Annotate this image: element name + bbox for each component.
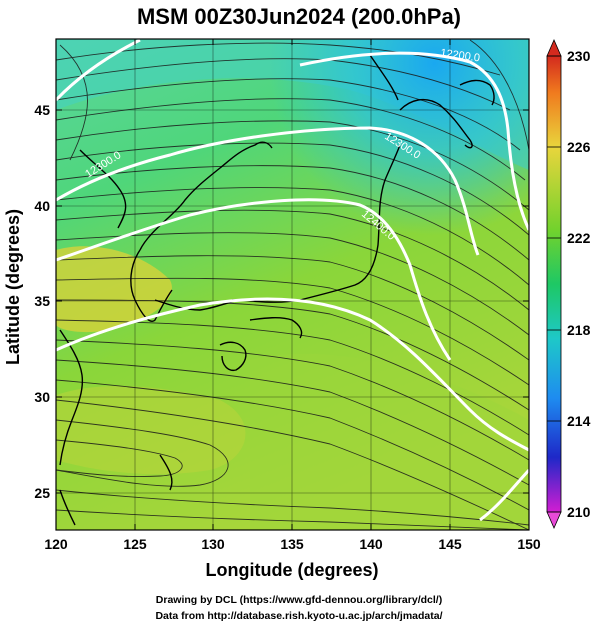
colorbar-tick-label: 226: [567, 139, 591, 155]
y-ticks: [56, 109, 529, 494]
y-tick-label: 40: [34, 198, 50, 214]
y-tick-label: 25: [34, 485, 50, 501]
credit-data: Data from http://database.rish.kyoto-u.a…: [155, 610, 442, 622]
colorbar-tick-label: 214: [567, 413, 591, 429]
y-axis-label: Latitude (degrees): [3, 209, 23, 365]
warm-region: [56, 246, 172, 333]
colorbar-tick-label: 230: [567, 48, 591, 64]
contour-label-12200: 12200.0: [440, 47, 481, 64]
y-tick-label: 35: [34, 293, 50, 309]
x-ticks: [55, 39, 530, 530]
warm-region-south: [56, 385, 246, 475]
x-tick-label: 140: [359, 536, 383, 552]
y-tick-label: 45: [34, 102, 50, 118]
colorbar-scale: [546, 55, 562, 513]
streamlines: [56, 39, 529, 530]
x-tick-label: 130: [201, 536, 225, 552]
colorbar-tick-label: 222: [567, 230, 591, 246]
plot-area: 12200.0 12300.0 12400.0 12300.0: [56, 39, 529, 530]
x-tick-label: 145: [438, 536, 462, 552]
x-tick-label: 135: [280, 536, 304, 552]
contour-12400: [56, 198, 452, 361]
x-tick-label: 125: [123, 536, 147, 552]
colorbar-min-arrow: [546, 511, 562, 529]
colorbar: [546, 39, 562, 529]
contour-12200: [299, 51, 529, 231]
x-tick-label: 120: [44, 536, 68, 552]
y-tick-label: 30: [34, 389, 50, 405]
height-contours: [56, 39, 529, 522]
contour-southeast: [479, 468, 529, 522]
colorbar-tick-label: 218: [567, 322, 591, 338]
map-title: MSM 00Z30Jun2024 (200.0hPa): [137, 4, 461, 29]
credit-drawing: Drawing by DCL (https://www.gfd-dennou.o…: [156, 594, 442, 606]
colorbar-max-arrow: [546, 39, 562, 57]
contour-lower: [56, 297, 529, 452]
colorbar-tick-label: 210: [567, 504, 591, 520]
contour-12300: [56, 126, 480, 256]
contour-12200-west: [56, 39, 141, 102]
x-axis-label: Longitude (degrees): [205, 560, 378, 580]
x-tick-label: 150: [517, 536, 541, 552]
coastlines: [59, 54, 495, 526]
